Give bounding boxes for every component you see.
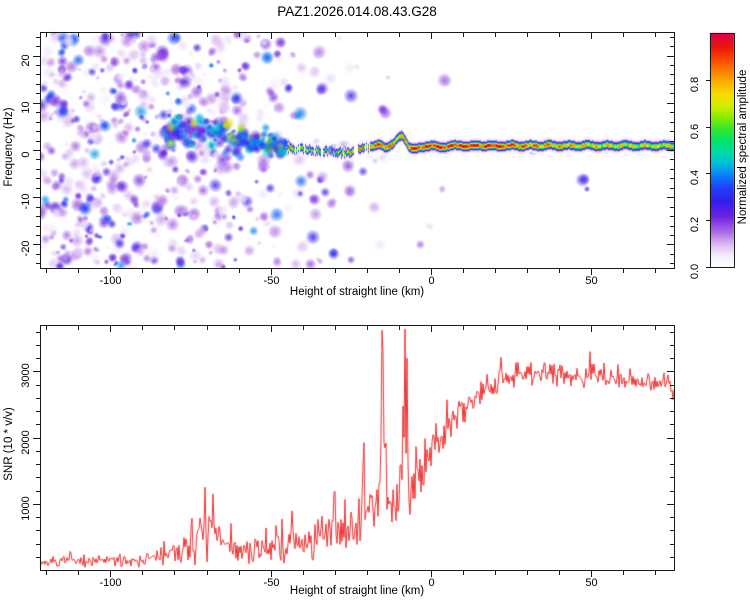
page-title: PAZ1.2026.014.08.43.G28 (277, 4, 437, 19)
colorbar-label: Normalized spectral amplitude (737, 69, 749, 225)
top-ylabel: Frequency (Hz) (3, 107, 15, 187)
bottom-ylabel: SNR (10 * v/v) (3, 407, 15, 481)
top-xlabel: Height of straight line (km) (289, 286, 425, 298)
bottom-xlabel: Height of straight line (km) (289, 585, 425, 597)
